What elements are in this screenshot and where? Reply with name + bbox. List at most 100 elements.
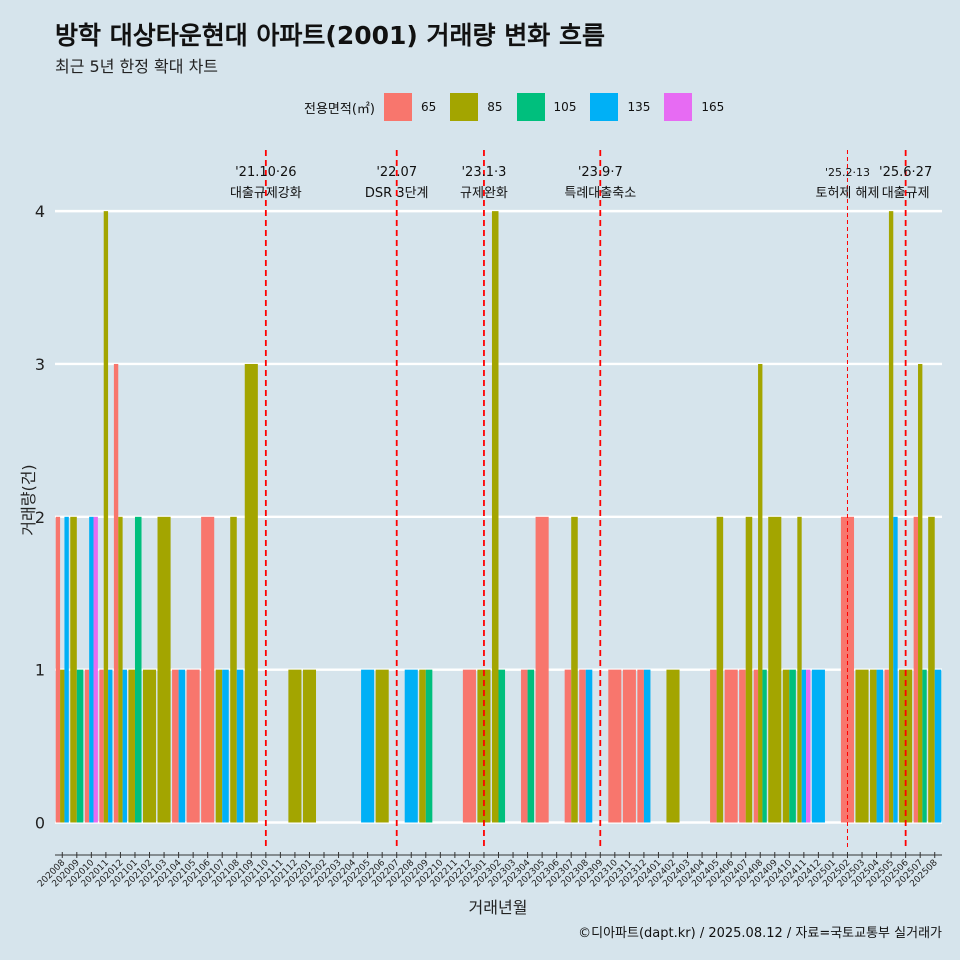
bar-202408-65 — [753, 669, 759, 823]
bar-202209-105 — [425, 669, 433, 823]
chart-subtitle: 최근 5년 한정 확대 차트 — [55, 57, 219, 76]
bar-202010-65 — [84, 669, 90, 823]
legend-swatch-135 — [590, 93, 619, 121]
bar-202101-85 — [128, 669, 135, 823]
event-date-5: '25.6·27 — [879, 165, 932, 180]
bar-202507-85 — [918, 363, 923, 823]
x-axis-title: 거래년월 — [469, 898, 528, 917]
bar-202012-85 — [118, 516, 123, 823]
event-label-4: 토허제 해제 — [816, 186, 880, 201]
bar-202410-105 — [789, 669, 796, 823]
bar-202101-105 — [134, 516, 142, 823]
bar-202505-85 — [888, 211, 894, 823]
bar-202102-85 — [142, 669, 157, 823]
bar-202011-135 — [108, 669, 113, 823]
event-label-0: 대출규제강화 — [230, 186, 302, 201]
y-tick-label: 2 — [35, 508, 45, 527]
legend-label-85: 85 — [487, 100, 503, 114]
event-label-1: DSR 3단계 — [365, 186, 429, 201]
legend-item-65: 65 — [383, 93, 444, 121]
bar-202407-85 — [745, 516, 753, 823]
bar-202308-135 — [585, 669, 593, 823]
legend: 전용면적(㎡) 65 85 105 135 165 — [304, 92, 738, 122]
bar-202105-65 — [186, 669, 200, 823]
bar-202308-65 — [579, 669, 586, 823]
bar-202506-85 — [899, 669, 913, 823]
bar-202311-65 — [622, 669, 636, 823]
chart-title: 방학 대상타운현대 아파트(2001) 거래량 변화 흐름 — [55, 21, 605, 50]
bar-202206-85 — [375, 669, 389, 823]
bar-202310-65 — [608, 669, 622, 823]
bar-202008-65 — [55, 516, 61, 823]
bar-202012-65 — [113, 363, 119, 823]
bar-202312-135 — [643, 669, 651, 823]
bar-202104-135 — [178, 669, 186, 823]
bar-202305-65 — [535, 516, 549, 823]
bar-202312-65 — [637, 669, 644, 823]
event-label-2: 규제완화 — [460, 186, 508, 201]
bar-202411-135 — [801, 669, 807, 823]
bar-202410-85 — [782, 669, 790, 823]
legend-item-165: 165 — [664, 93, 732, 121]
event-date-1: '22.07 — [376, 165, 417, 180]
bar-202008-135 — [64, 516, 69, 823]
x-axis: 2020082020092020102020112020122021012021… — [36, 852, 942, 889]
bar-202407-65 — [739, 669, 746, 823]
bar-202008-85 — [60, 669, 65, 823]
legend-label-165: 165 — [701, 100, 725, 114]
legend-label-135: 135 — [627, 100, 651, 114]
event-label-3: 특례대출축소 — [564, 186, 636, 201]
legend-swatch-85 — [450, 93, 479, 121]
bar-202307-85 — [571, 516, 578, 823]
bar-202304-105 — [527, 669, 535, 823]
bar-202412-135 — [811, 669, 825, 823]
bar-202508-85 — [928, 516, 935, 823]
bar-202212-65 — [462, 669, 476, 823]
bar-202408-105 — [762, 669, 767, 823]
y-axis-title: 거래량(건) — [19, 464, 38, 535]
bar-202107-135 — [222, 669, 229, 823]
bar-202507-65 — [913, 516, 919, 823]
legend-label-105: 105 — [553, 100, 577, 114]
bar-202304-65 — [521, 669, 528, 823]
legend-swatch-165 — [664, 93, 693, 121]
bar-202011-85 — [103, 211, 109, 823]
bar-202208-135 — [404, 669, 418, 823]
y-tick-label: 1 — [35, 661, 45, 680]
bar-202307-65 — [564, 669, 572, 823]
legend-item-105: 105 — [516, 93, 585, 121]
legend-item-135: 135 — [590, 93, 658, 121]
bar-202009-85 — [70, 516, 77, 823]
bar-202408-85 — [758, 363, 763, 823]
event-markers: '21.10·26 대출규제강화 '22.07 DSR 3단계 '23.1·3 규제완화 '… — [230, 150, 932, 850]
legend-item-85: 85 — [450, 93, 510, 121]
y-tick-label: 4 — [35, 202, 45, 221]
bar-202508-135 — [934, 669, 942, 823]
bar-202009-105 — [76, 669, 84, 823]
bar-202209-85 — [419, 669, 426, 823]
event-label-5: 대출규제 — [882, 186, 930, 201]
event-date-3: '23.9·7 — [578, 165, 623, 180]
bar-202409-85 — [768, 516, 782, 823]
bar-202108-135 — [236, 669, 244, 823]
bar-202503-85 — [855, 669, 869, 823]
bar-202109-85 — [244, 363, 258, 823]
source-caption: ©디아파트(dapt.kr) / 2025.08.12 / 자료=국토교통부 실… — [578, 926, 942, 941]
event-date-4: '25.2·13 — [825, 166, 870, 179]
legend-swatch-105 — [516, 93, 545, 121]
bar-202106-65 — [201, 516, 215, 823]
bar-202112-85 — [288, 669, 302, 823]
bar-202012-135 — [122, 669, 127, 823]
bar-202505-65 — [884, 669, 889, 823]
bar-202104-65 — [172, 669, 179, 823]
bar-202411-85 — [797, 516, 802, 823]
bar-202405-65 — [710, 669, 717, 823]
bar-202201-85 — [302, 669, 317, 823]
bar-202302-105 — [498, 669, 506, 823]
legend-swatch-65 — [383, 93, 412, 121]
bar-202504-135 — [876, 669, 884, 823]
bar-202010-165 — [93, 516, 98, 823]
bar-202505-135 — [893, 516, 898, 823]
bar-202108-85 — [230, 516, 237, 823]
